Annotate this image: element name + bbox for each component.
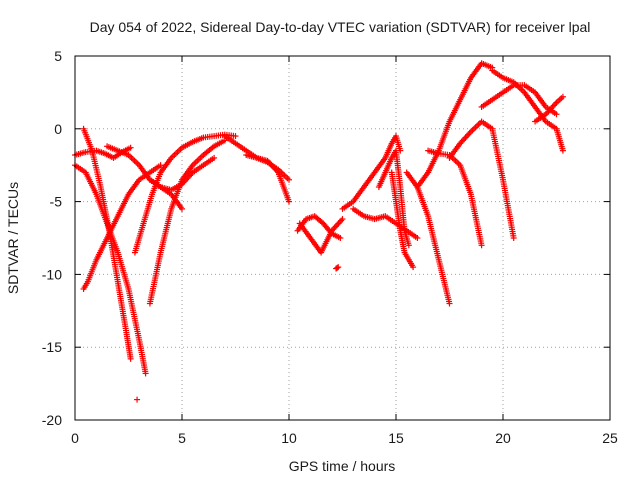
data-point-s20 [478, 242, 485, 249]
x-tick-label: 0 [71, 430, 79, 446]
data-point-s10 [286, 176, 292, 183]
data-point-s22 [553, 111, 560, 118]
x-tick-label: 25 [602, 430, 618, 446]
data-point-s2 [142, 370, 149, 377]
y-tick-label: 0 [54, 121, 62, 137]
y-tick-label: -15 [42, 339, 62, 355]
data-point-s23 [559, 147, 566, 154]
x-tick-label: 10 [281, 430, 297, 446]
data-point-s8 [211, 154, 218, 161]
data-point-s11 [337, 235, 344, 241]
x-tick-label: 5 [178, 430, 186, 446]
data-point-s13 [334, 264, 341, 271]
y-tick-label: -5 [50, 194, 63, 210]
chart-title: Day 054 of 2022, Sidereal Day-to-day VTE… [90, 19, 591, 35]
y-tick-label: 5 [54, 48, 62, 64]
grid [75, 56, 610, 420]
data-point-s25 [134, 396, 141, 403]
data-point-s12 [339, 216, 346, 223]
data-point-s9 [286, 198, 292, 205]
data-point-s15 [405, 242, 412, 249]
data-point-s6 [232, 133, 239, 140]
data-point-s5 [179, 205, 185, 212]
x-axis-label: GPS time / hours [289, 458, 396, 474]
data-point-s1 [127, 355, 134, 362]
data-point-s17 [414, 235, 421, 241]
y-axis-label: SDTVAR / TECUs [5, 182, 21, 294]
data-points [72, 60, 566, 403]
data-point-s21 [510, 235, 517, 241]
data-point-s3 [157, 162, 164, 169]
x-tick-label: 15 [388, 430, 404, 446]
tick-labels: 0 5 10 15 20 25 5 0 -5 -10 -15 -20 [42, 48, 618, 446]
y-tick-label: -10 [42, 266, 62, 282]
plot-frame [74, 55, 611, 421]
data-point-s4 [127, 144, 134, 151]
data-point-s18 [446, 300, 453, 307]
x-tick-label: 20 [495, 430, 511, 446]
data-point-s24 [559, 93, 566, 100]
y-tick-label: -20 [42, 412, 62, 428]
data-point-s16 [410, 264, 417, 271]
data-point-s13 [335, 264, 342, 271]
